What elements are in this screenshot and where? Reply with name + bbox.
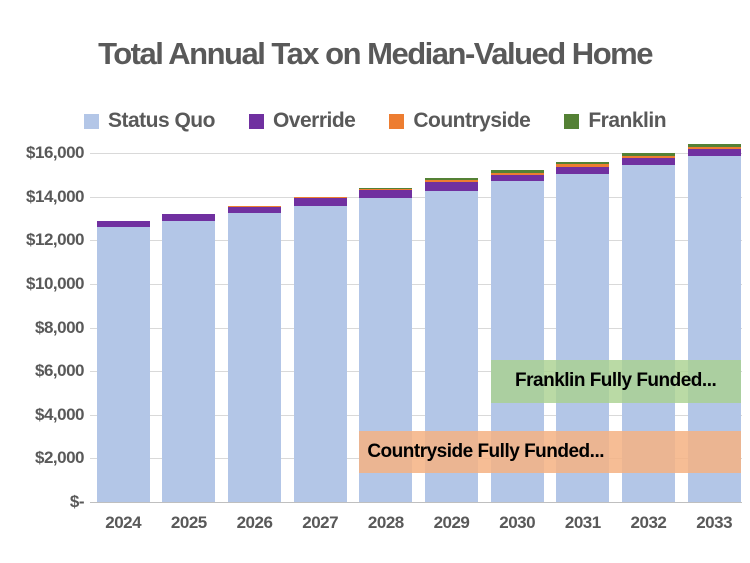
bar-segment-override: [490, 174, 544, 182]
y-gridline: [90, 196, 742, 198]
bar-2026: [228, 206, 282, 502]
y-gridline: [90, 153, 742, 154]
x-axis-tick-label: 2026: [236, 513, 273, 532]
legend-swatch-icon: [248, 113, 264, 129]
legend-label: Status Quo: [107, 109, 216, 132]
x-axis-tick-label: 2024: [105, 513, 142, 532]
bar-segment-override: [359, 190, 413, 199]
annotation-box-2028: Countryside Fully Funded...: [359, 431, 741, 473]
bar-segment-countryside: [621, 156, 675, 159]
y-axis-tick-label: $16,000: [26, 143, 84, 162]
bar-segment-override: [228, 206, 282, 214]
y-axis-tick-label: $2,000: [35, 448, 85, 468]
x-axis-tick-label: 2028: [367, 513, 404, 532]
bar-segment-status-quo: [293, 205, 347, 502]
y-axis-tick-label: $6,000: [35, 361, 85, 381]
legend-label: Franklin: [588, 109, 667, 132]
bar-segment-status-quo: [162, 220, 216, 502]
bar-2027: [293, 197, 347, 502]
legend-label: Countryside: [413, 109, 531, 132]
x-axis-line: [90, 502, 742, 503]
bar-segment-franklin: [425, 177, 478, 181]
y-axis-tick-label: $10,000: [26, 273, 84, 293]
bar-segment-countryside: [556, 164, 610, 167]
x-axis-tick-label: 2025: [170, 513, 207, 532]
bar-segment-franklin: [359, 188, 413, 189]
legend-item-franklin: Franklin: [564, 109, 667, 133]
y-gridline: [90, 240, 742, 242]
bar-segment-countryside: [687, 146, 741, 150]
bar-segment-franklin: [687, 143, 741, 147]
bar-segment-countryside: [293, 197, 347, 199]
y-gridline: [90, 371, 742, 373]
bar-segment-countryside: [359, 189, 413, 191]
bar-segment-override: [621, 158, 675, 165]
bar-2024: [96, 220, 150, 502]
x-axis-tick-label: 2033: [696, 513, 733, 532]
bar-segment-franklin: [490, 170, 544, 173]
bar-segment-countryside: [228, 206, 282, 207]
x-axis-tick-label: 2032: [630, 513, 667, 532]
bar-segment-countryside: [425, 180, 478, 183]
bar-segment-override: [96, 220, 150, 228]
bar-segment-franklin: [556, 161, 610, 165]
y-gridline: [90, 414, 742, 416]
x-axis-tick-label: 2030: [499, 513, 536, 532]
bar-2025: [162, 213, 216, 502]
legend: Status Quo Override Countryside Franklin: [0, 106, 750, 136]
bar-segment-status-quo: [228, 213, 282, 502]
y-gridline: [90, 283, 742, 285]
bar-segment-countryside: [490, 172, 544, 175]
bar-segment-countryside: [162, 213, 216, 215]
y-axis-tick-label: $14,000: [26, 186, 84, 206]
chart-title: Total Annual Tax on Median-Valued Home: [98, 36, 653, 71]
annotation-label: Countryside Fully Funded...: [367, 440, 605, 462]
bar-segment-override: [425, 182, 478, 191]
bar-segment-override: [162, 214, 216, 221]
bar-segment-override: [556, 166, 610, 174]
legend-item-countryside: Countryside: [389, 109, 531, 133]
y-gridline: [90, 327, 742, 329]
bar-segment-status-quo: [96, 227, 150, 502]
x-axis-tick-label: 2029: [433, 513, 470, 532]
legend-label: Override: [272, 109, 356, 132]
x-axis-tick-label: 2031: [564, 513, 601, 532]
y-axis-tick-label: $8,000: [35, 317, 85, 337]
legend-item-override: Override: [248, 109, 356, 133]
legend-swatch-icon: [564, 113, 580, 129]
annotation-box-2030: Franklin Fully Funded...: [490, 360, 741, 403]
legend-swatch-icon: [83, 113, 99, 129]
y-axis-tick-label: $4,000: [35, 404, 85, 424]
x-axis-tick-label: 2027: [302, 513, 339, 532]
bar-segment-override: [293, 198, 347, 206]
legend-item-status-quo: Status Quo: [83, 109, 216, 133]
bar-segment-franklin: [621, 153, 675, 157]
y-axis-tick-label: $12,000: [26, 230, 84, 250]
bar-segment-override: [687, 149, 741, 157]
y-axis-tick-label: $-: [69, 492, 85, 511]
legend-swatch-icon: [389, 113, 405, 129]
annotation-label: Franklin Fully Funded...: [515, 370, 717, 392]
